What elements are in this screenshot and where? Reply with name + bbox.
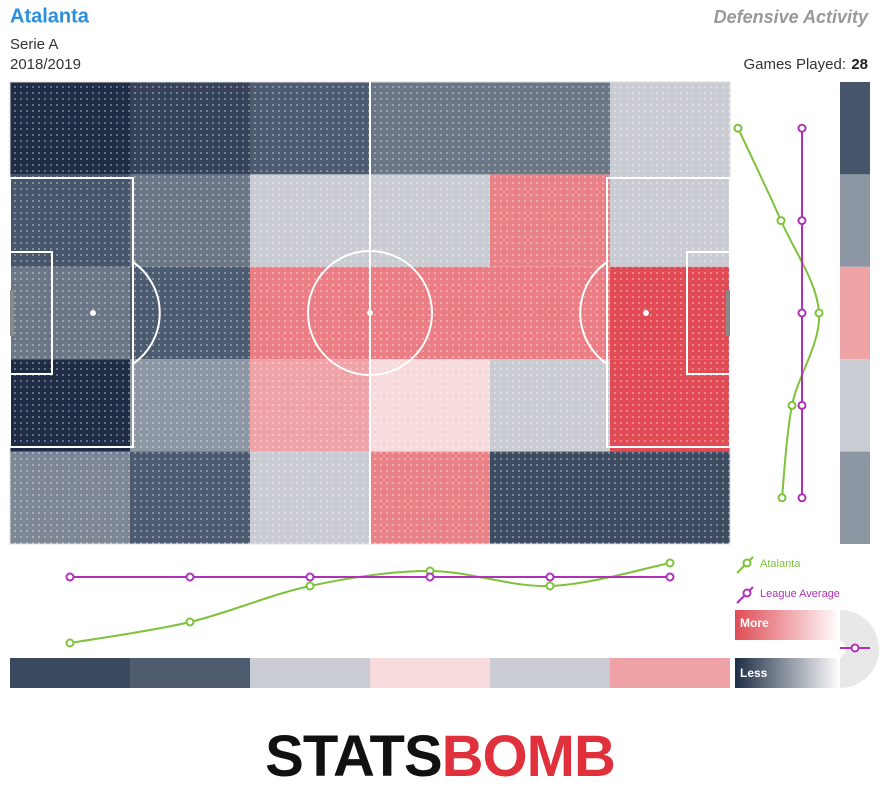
cell-texture <box>250 174 370 267</box>
pitch-lines <box>9 81 731 545</box>
x-profile-point <box>185 572 195 582</box>
x-profile-point <box>665 572 675 582</box>
column-bar <box>610 658 730 688</box>
heatmap <box>10 82 730 544</box>
column-bar <box>250 658 370 688</box>
logo-stats: STATS <box>265 724 442 789</box>
y-profile-point <box>797 308 807 318</box>
cell-texture <box>10 82 130 175</box>
row-bar <box>840 82 870 175</box>
y-profile-line <box>737 127 821 498</box>
x-profile-point <box>185 617 195 627</box>
cell-texture <box>130 174 250 267</box>
column-bar <box>490 658 610 688</box>
games-label: Games Played: <box>743 56 846 73</box>
cell-texture <box>130 451 250 544</box>
logo: STATSBOMB <box>265 724 615 789</box>
cell-texture <box>490 359 610 452</box>
legend: Atalanta League Average <box>736 556 840 604</box>
scale-less: Less <box>740 666 768 680</box>
y-profile-point <box>797 493 807 503</box>
legend-marker <box>742 558 752 568</box>
cell-texture <box>10 451 130 544</box>
x-profile-point <box>305 581 315 591</box>
cell-texture <box>490 82 610 175</box>
cell-texture <box>250 82 370 175</box>
cell-texture <box>130 359 250 452</box>
cell-texture <box>370 266 490 360</box>
column-bar <box>10 658 130 688</box>
team-name: Atalanta <box>10 5 90 27</box>
cell-texture <box>370 174 490 267</box>
y-profile-point <box>776 216 786 226</box>
cell-texture <box>490 174 610 267</box>
y-profile-point <box>733 123 743 133</box>
y-profile-point <box>797 216 807 226</box>
season: 2018/2019 <box>10 56 81 73</box>
cell-texture <box>610 266 730 360</box>
logo-bomb: BOMB <box>442 724 615 789</box>
x-profile-point <box>65 572 75 582</box>
x-profile-line <box>69 562 671 644</box>
x-profile-point <box>665 558 675 568</box>
y-profile-point <box>787 400 797 410</box>
summary-bars <box>10 82 870 688</box>
y-profile-point <box>797 400 807 410</box>
column-bar <box>130 658 250 688</box>
x-profile-point <box>545 572 555 582</box>
y-profile-point <box>814 308 824 318</box>
legend-label: League Average <box>760 588 840 600</box>
row-bar <box>840 451 870 544</box>
cell-texture <box>490 451 610 544</box>
cell-texture <box>250 451 370 544</box>
x-profile-point <box>305 572 315 582</box>
legend-label: Atalanta <box>760 558 801 570</box>
x-profile-point <box>545 581 555 591</box>
cell-texture <box>490 266 610 360</box>
color-scale: More Less <box>735 610 879 688</box>
row-bar <box>840 266 870 360</box>
competition: Serie A <box>10 36 58 53</box>
y-profile-point <box>777 493 787 503</box>
scale-more: More <box>740 616 769 630</box>
legend-marker <box>742 588 752 598</box>
cell-texture <box>130 82 250 175</box>
x-profile-point <box>425 572 435 582</box>
cell-texture <box>610 82 730 175</box>
row-bar <box>840 359 870 452</box>
cell-texture <box>250 359 370 452</box>
row-bar <box>840 174 870 267</box>
y-profile-point <box>797 123 807 133</box>
cell-texture <box>130 266 250 360</box>
x-profile-point <box>65 638 75 648</box>
cell-texture <box>370 359 490 452</box>
cell-texture <box>370 82 490 175</box>
profiles <box>65 123 824 648</box>
games-count: 28 <box>851 56 868 73</box>
cell-texture <box>370 451 490 544</box>
cell-texture <box>10 266 130 360</box>
column-bar <box>370 658 490 688</box>
cell-texture <box>610 451 730 544</box>
chart-title: Defensive Activity <box>714 7 869 27</box>
cell-texture <box>250 266 370 360</box>
